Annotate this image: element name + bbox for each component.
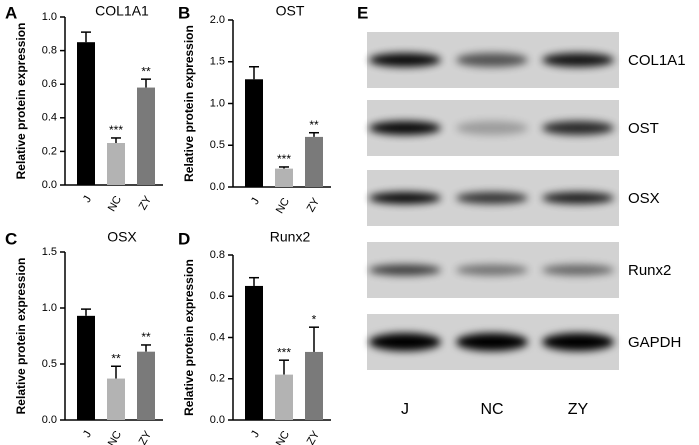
y-tick-label: 0.0: [210, 181, 225, 193]
row-label: COL1A1: [628, 52, 686, 69]
bar-chart: C OSX Relative protein expression 0.0 0.5 1.0…: [5, 229, 163, 445]
band: [456, 192, 528, 204]
bar-chart: A COL1A1 Relative protein expression 0.0 0.2…: [5, 3, 163, 214]
y-tick-label: 2.0: [210, 14, 225, 26]
band: [456, 121, 528, 135]
bar: [107, 143, 125, 185]
lane-label: J: [401, 401, 409, 418]
x-tick-label: NC: [106, 429, 124, 445]
y-tick-label: 0.2: [210, 373, 225, 385]
x-tick-label: J: [249, 196, 262, 207]
y-tick-label: 0.0: [42, 414, 57, 426]
y-tick-label: 0.5: [42, 358, 57, 370]
x-tick-label: NC: [274, 196, 292, 216]
significance: **: [141, 330, 151, 344]
chart-title: OST: [276, 3, 305, 19]
significance: **: [111, 351, 121, 365]
bar: [245, 285, 263, 420]
band: [542, 53, 614, 67]
x-tick-label: J: [81, 194, 94, 205]
x-tick-label: ZY: [305, 195, 323, 214]
y-tick-label: 0.5: [210, 139, 225, 151]
y-tick-label: 1.0: [42, 11, 57, 23]
bar: [137, 351, 155, 420]
significance: ***: [277, 152, 291, 166]
band: [542, 192, 614, 204]
row-label: OST: [628, 120, 659, 137]
bar: [305, 351, 323, 420]
chart-title: OSX: [107, 229, 137, 245]
row-label: Runx2: [628, 262, 671, 279]
significance: ***: [109, 123, 123, 137]
y-tick-label: 0.4: [210, 331, 225, 343]
y-tick-label: 1.5: [210, 56, 225, 68]
bar: [77, 315, 95, 420]
significance: *: [312, 312, 317, 326]
y-tick-label: 1.0: [42, 302, 57, 314]
band: [456, 264, 528, 276]
x-tick-label: ZY: [305, 428, 323, 445]
x-tick-label: NC: [106, 194, 124, 214]
y-axis-label: Relative protein expression: [14, 23, 28, 180]
band: [369, 192, 441, 204]
y-tick-label: 0.6: [42, 78, 57, 90]
y-tick-label: 0.8: [210, 249, 225, 261]
band: [369, 264, 441, 276]
y-tick-label: 0.8: [42, 45, 57, 57]
charts: A COL1A1 Relative protein expression 0.0 0.2…: [5, 3, 331, 445]
panel-letter: C: [5, 229, 17, 248]
significance: ***: [277, 345, 291, 359]
y-axis-label: Relative protein expression: [182, 259, 196, 416]
band: [542, 333, 614, 351]
row-label: OSX: [628, 190, 660, 207]
y-tick-label: 0.0: [210, 414, 225, 426]
western-blot: E COL1A1 OST OSX Runx2 GAPDH J NC ZY: [357, 3, 686, 418]
x-tick-label: NC: [274, 429, 292, 445]
band: [456, 53, 528, 67]
x-tick-label: ZY: [137, 193, 155, 212]
bar: [77, 42, 95, 186]
lane-label: NC: [480, 401, 503, 418]
bar-chart: B OST Relative protein expression 0.0 0.5 1.0…: [178, 3, 331, 216]
y-tick-label: 1.5: [42, 246, 57, 258]
band: [369, 121, 441, 135]
y-tick-label: 0.2: [42, 145, 57, 157]
row-label: GAPDH: [628, 334, 681, 351]
bar: [137, 87, 155, 185]
y-axis-label: Relative protein expression: [14, 258, 28, 415]
y-tick-label: 0.0: [42, 179, 57, 191]
chart-title: Runx2: [270, 229, 311, 245]
band: [369, 333, 441, 351]
band: [542, 121, 614, 135]
band: [456, 333, 528, 351]
y-tick-label: 1.0: [210, 97, 225, 109]
bar-chart: D Runx2 Relative protein expression 0.0 0.2 0…: [178, 229, 331, 445]
x-tick-label: J: [81, 429, 94, 440]
lane-label: ZY: [568, 401, 589, 418]
panel-letter: A: [5, 3, 17, 22]
panel-letter: B: [178, 3, 190, 22]
y-tick-label: 0.6: [210, 290, 225, 302]
band: [542, 264, 614, 276]
significance: **: [309, 118, 319, 132]
chart-title: COL1A1: [95, 3, 149, 19]
panel-letter: D: [178, 229, 190, 248]
y-tick-label: 0.4: [42, 112, 57, 124]
x-tick-label: ZY: [137, 428, 155, 445]
significance: **: [141, 64, 151, 78]
x-tick-label: J: [249, 429, 262, 440]
panel-letter: E: [357, 3, 368, 22]
bar: [245, 79, 263, 187]
bar: [275, 168, 293, 187]
bar: [275, 374, 293, 420]
band: [369, 53, 441, 67]
bar: [107, 378, 125, 420]
bar: [305, 136, 323, 187]
y-axis-label: Relative protein expression: [182, 25, 196, 182]
